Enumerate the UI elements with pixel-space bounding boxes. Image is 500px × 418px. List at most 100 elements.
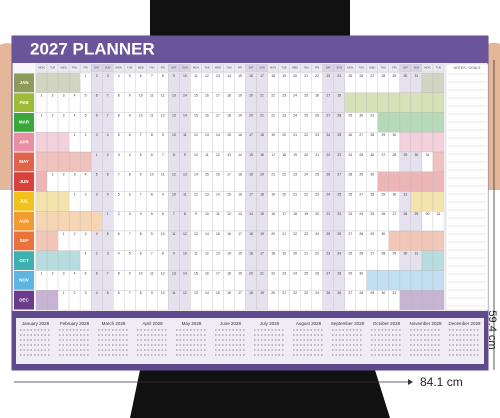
day-number: 24 bbox=[359, 212, 363, 216]
day-number: 31 bbox=[415, 74, 419, 78]
day-number: 28 bbox=[337, 94, 341, 98]
day-cell bbox=[421, 112, 434, 133]
day-number: 21 bbox=[282, 291, 286, 295]
day-number: 18 bbox=[249, 232, 253, 236]
day-number: 25 bbox=[359, 153, 363, 157]
day-number: 2 bbox=[107, 153, 109, 157]
day-number: 29 bbox=[381, 133, 385, 137]
weekday-header: WED bbox=[215, 66, 221, 70]
day-number: 9 bbox=[129, 271, 131, 275]
month-label-block bbox=[14, 211, 34, 231]
day-number: 22 bbox=[326, 153, 330, 157]
day-number: 4 bbox=[140, 212, 142, 216]
day-number: 14 bbox=[216, 133, 220, 137]
day-number: 24 bbox=[293, 94, 297, 98]
day-number: 5 bbox=[85, 271, 87, 275]
day-number: 5 bbox=[96, 173, 98, 177]
day-number: 20 bbox=[293, 74, 297, 78]
day-number: 31 bbox=[426, 153, 430, 157]
day-number: 14 bbox=[216, 192, 220, 196]
day-number: 11 bbox=[205, 153, 209, 157]
day-cell bbox=[410, 270, 423, 291]
day-number: 6 bbox=[96, 271, 98, 275]
day-number: 27 bbox=[326, 113, 330, 117]
day-number: 17 bbox=[227, 173, 231, 177]
month-label-block bbox=[14, 290, 34, 310]
day-number: 7 bbox=[107, 94, 109, 98]
weekday-header: MON bbox=[193, 66, 199, 70]
day-number: 4 bbox=[118, 74, 120, 78]
weekday-header: THU bbox=[381, 66, 386, 70]
day-number: 29 bbox=[370, 291, 374, 295]
day-number: 26 bbox=[348, 192, 352, 196]
day-number: 14 bbox=[183, 113, 187, 117]
day-number: 17 bbox=[238, 291, 242, 295]
day-number: 29 bbox=[404, 153, 408, 157]
day-number: 19 bbox=[293, 153, 297, 157]
day-number: 18 bbox=[238, 173, 242, 177]
day-number: 21 bbox=[260, 271, 264, 275]
day-number: 21 bbox=[271, 173, 275, 177]
month-label: JAN bbox=[19, 80, 28, 85]
day-number: 20 bbox=[304, 153, 308, 157]
weekday-header: SAT bbox=[171, 66, 176, 70]
day-number: 19 bbox=[260, 291, 264, 295]
weekday-header: TUE bbox=[436, 66, 441, 70]
day-cell bbox=[35, 250, 48, 271]
day-number: 3 bbox=[129, 212, 131, 216]
mini-calendar-title: March 2028 bbox=[102, 321, 126, 326]
day-cell bbox=[377, 112, 390, 133]
day-number: 16 bbox=[238, 192, 242, 196]
weekday-header: WED bbox=[369, 66, 375, 70]
day-number: 9 bbox=[162, 192, 164, 196]
day-number: 8 bbox=[151, 192, 153, 196]
day-number: 29 bbox=[370, 232, 374, 236]
day-number: 31 bbox=[404, 192, 408, 196]
day-number: 16 bbox=[238, 133, 242, 137]
day-number: 16 bbox=[249, 74, 253, 78]
day-number: 19 bbox=[282, 74, 286, 78]
day-number: 25 bbox=[337, 192, 341, 196]
weekday-header: SAT bbox=[403, 66, 408, 70]
day-number: 1 bbox=[41, 271, 43, 275]
weekday-header: MON bbox=[116, 66, 122, 70]
day-cell bbox=[410, 92, 423, 113]
notes-box bbox=[445, 63, 489, 311]
day-number: 29 bbox=[415, 212, 419, 216]
day-number: 15 bbox=[194, 113, 198, 117]
day-number: 1 bbox=[74, 133, 76, 137]
day-number: 27 bbox=[326, 271, 330, 275]
day-number: 26 bbox=[315, 271, 319, 275]
day-number: 3 bbox=[63, 113, 65, 117]
day-number: 25 bbox=[304, 94, 308, 98]
month-label: FEB bbox=[20, 100, 30, 105]
day-number: 15 bbox=[216, 291, 220, 295]
day-number: 18 bbox=[282, 153, 286, 157]
day-number: 30 bbox=[392, 192, 396, 196]
day-number: 2 bbox=[96, 74, 98, 78]
day-cell bbox=[57, 191, 70, 212]
day-number: 13 bbox=[227, 153, 231, 157]
day-number: 5 bbox=[118, 133, 120, 137]
day-number: 20 bbox=[271, 232, 275, 236]
weekday-header: MON bbox=[38, 66, 44, 70]
day-number: 15 bbox=[238, 252, 242, 256]
day-number: 9 bbox=[151, 291, 153, 295]
day-cell bbox=[388, 270, 401, 291]
weekday-header: THU bbox=[226, 66, 231, 70]
month-label: MAR bbox=[19, 120, 30, 125]
day-number: 1 bbox=[63, 291, 65, 295]
day-number: 1 bbox=[63, 232, 65, 236]
day-number: 13 bbox=[183, 173, 187, 177]
day-cell bbox=[410, 132, 423, 153]
mini-calendar-title: September 2028 bbox=[331, 321, 365, 326]
day-cell bbox=[432, 290, 445, 311]
day-number: 9 bbox=[129, 94, 131, 98]
day-cell bbox=[432, 92, 445, 113]
mini-calendar-title: May 2028 bbox=[182, 321, 202, 326]
day-number: 23 bbox=[304, 232, 308, 236]
day-cell bbox=[410, 290, 423, 311]
day-number: 8 bbox=[162, 74, 164, 78]
day-number: 27 bbox=[337, 173, 341, 177]
day-number: 6 bbox=[162, 212, 164, 216]
